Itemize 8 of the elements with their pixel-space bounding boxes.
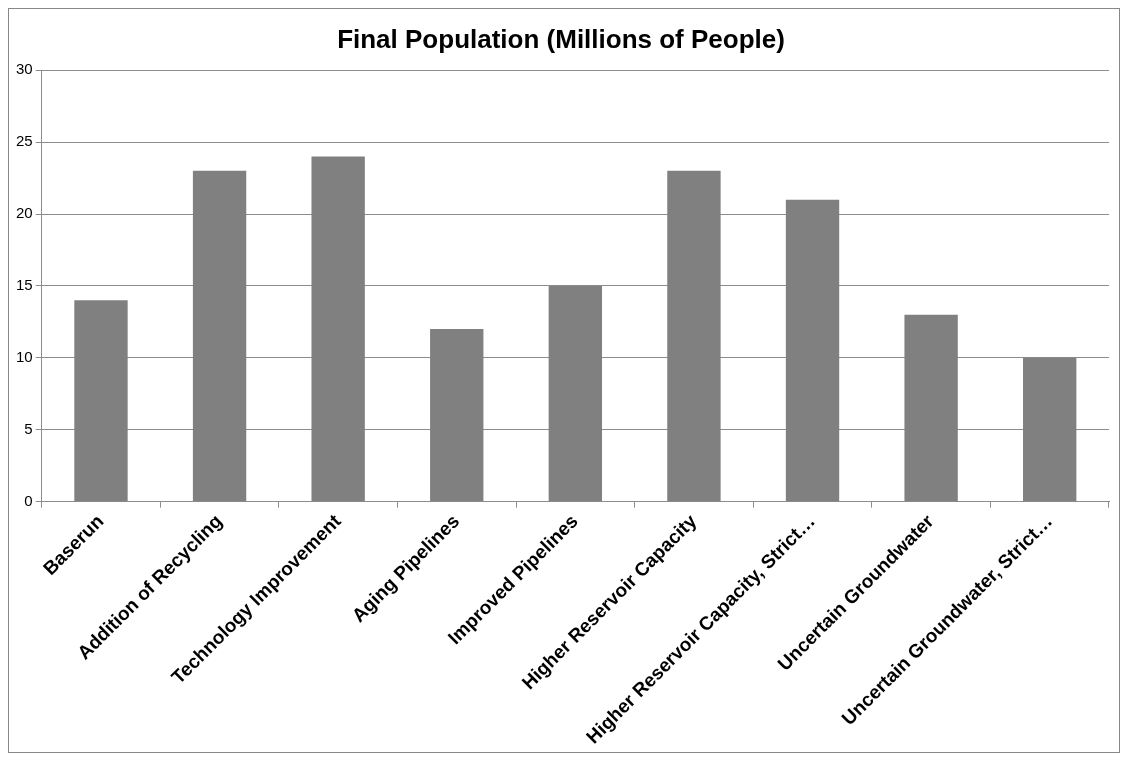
y-tick-label: 5 <box>24 419 33 437</box>
y-tick-label: 10 <box>16 347 33 365</box>
y-tick-label: 20 <box>16 204 33 222</box>
y-tick-label: 15 <box>16 276 33 294</box>
y-tick-label: 0 <box>24 491 33 509</box>
chart-title: Final Population (Millions of People) <box>337 23 785 54</box>
y-tick-label: 25 <box>16 132 33 150</box>
y-tick-label: 30 <box>16 60 33 78</box>
